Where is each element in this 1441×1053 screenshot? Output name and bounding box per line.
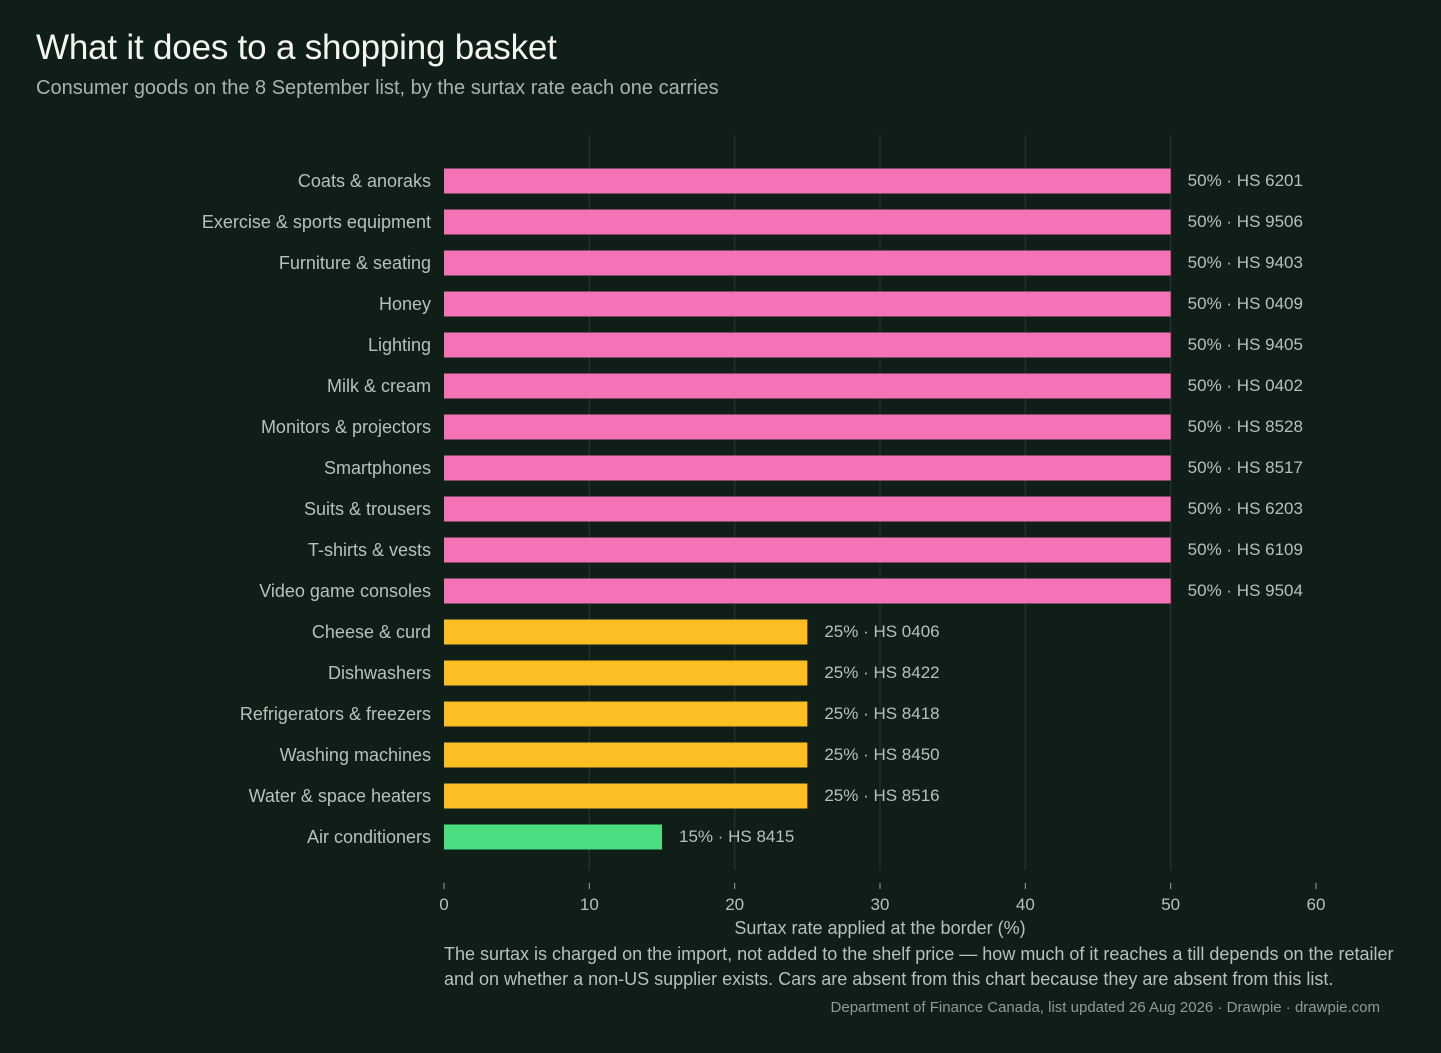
bars xyxy=(444,168,1171,850)
x-tick-label: 0 xyxy=(439,895,448,914)
bar xyxy=(444,701,808,727)
category-label: Washing machines xyxy=(280,745,431,765)
bar xyxy=(444,742,808,768)
category-label: Air conditioners xyxy=(307,827,431,847)
value-label: 25% · HS 8422 xyxy=(824,663,939,682)
x-tick-label: 30 xyxy=(871,895,890,914)
bar xyxy=(444,250,1171,276)
category-label: Lighting xyxy=(368,335,431,355)
chart-subtitle: Consumer goods on the 8 September list, … xyxy=(36,77,719,99)
value-label: 50% · HS 9403 xyxy=(1188,253,1303,272)
x-tick-label: 20 xyxy=(725,895,744,914)
chart-title: What it does to a shopping basket xyxy=(36,28,557,67)
value-label: 50% · HS 0409 xyxy=(1188,294,1303,313)
value-label: 50% · HS 0402 xyxy=(1188,376,1303,395)
chart-note: The surtax is charged on the import, not… xyxy=(444,944,1394,989)
value-label: 50% · HS 8517 xyxy=(1188,458,1303,477)
value-label: 50% · HS 9506 xyxy=(1188,212,1303,231)
bar xyxy=(444,824,662,850)
bar xyxy=(444,783,808,809)
value-label: 25% · HS 8450 xyxy=(824,745,939,764)
category-label: Monitors & projectors xyxy=(261,417,431,437)
category-label: Exercise & sports equipment xyxy=(202,212,431,232)
value-label: 50% · HS 6203 xyxy=(1188,499,1303,518)
bar xyxy=(444,496,1171,522)
bar xyxy=(444,209,1171,235)
category-label: Dishwashers xyxy=(328,663,431,683)
value-label: 50% · HS 9405 xyxy=(1188,335,1303,354)
value-labels: 50% · HS 6201 50% · HS 9506 50% · HS 9403 5… xyxy=(679,171,1303,846)
x-tick-label: 60 xyxy=(1307,895,1326,914)
category-label: T-shirts & vests xyxy=(308,540,431,560)
value-label: 25% · HS 0406 xyxy=(824,622,939,641)
x-tick-label: 10 xyxy=(580,895,599,914)
bar xyxy=(444,168,1171,194)
category-label: Water & space heaters xyxy=(249,786,431,806)
bar xyxy=(444,578,1171,604)
value-label: 15% · HS 8415 xyxy=(679,827,794,846)
category-label: Refrigerators & freezers xyxy=(240,704,431,724)
bar xyxy=(444,619,808,645)
category-label: Furniture & seating xyxy=(279,253,431,273)
bar xyxy=(444,537,1171,563)
bar xyxy=(444,660,808,686)
bar xyxy=(444,373,1171,399)
category-label: Honey xyxy=(379,294,431,314)
x-axis: 0 10 20 30 40 50 60 xyxy=(439,883,1325,914)
value-label: 50% · HS 9504 xyxy=(1188,581,1303,600)
value-label: 50% · HS 6201 xyxy=(1188,171,1303,190)
x-axis-title: Surtax rate applied at the border (%) xyxy=(734,918,1025,938)
value-label: 50% · HS 8528 xyxy=(1188,417,1303,436)
category-label: Cheese & curd xyxy=(312,622,431,642)
x-tick-label: 50 xyxy=(1161,895,1180,914)
category-label: Suits & trousers xyxy=(304,499,431,519)
category-label: Smartphones xyxy=(324,458,431,478)
bar xyxy=(444,414,1171,440)
bar xyxy=(444,455,1171,481)
x-tick-label: 40 xyxy=(1016,895,1035,914)
category-label: Coats & anoraks xyxy=(298,171,431,191)
bar xyxy=(444,291,1171,317)
value-label: 25% · HS 8418 xyxy=(824,704,939,723)
category-labels: Coats & anoraks Exercise & sports equipme… xyxy=(202,171,431,847)
source-credit: Department of Finance Canada, list updat… xyxy=(830,999,1380,1016)
value-label: 25% · HS 8516 xyxy=(824,786,939,805)
category-label: Milk & cream xyxy=(327,376,431,396)
value-label: 50% · HS 6109 xyxy=(1188,540,1303,559)
category-label: Video game consoles xyxy=(259,581,431,601)
bar xyxy=(444,332,1171,358)
